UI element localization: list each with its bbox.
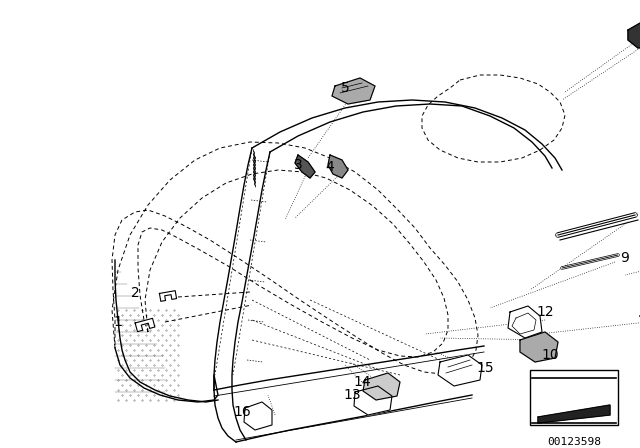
- Polygon shape: [538, 405, 610, 423]
- Text: 4: 4: [326, 160, 334, 174]
- Text: 2: 2: [131, 286, 140, 300]
- Polygon shape: [520, 332, 558, 362]
- Polygon shape: [295, 155, 315, 178]
- Text: 9: 9: [621, 251, 629, 265]
- Polygon shape: [332, 78, 375, 104]
- Polygon shape: [244, 402, 272, 430]
- Polygon shape: [159, 291, 177, 302]
- Polygon shape: [354, 386, 392, 415]
- Bar: [530, 370, 618, 425]
- Text: 16: 16: [233, 405, 251, 419]
- Polygon shape: [328, 155, 348, 178]
- Polygon shape: [438, 355, 482, 386]
- Text: 00123598: 00123598: [547, 437, 601, 447]
- Text: 1: 1: [113, 315, 122, 329]
- Polygon shape: [363, 373, 400, 400]
- Text: 12: 12: [536, 305, 554, 319]
- Text: 5: 5: [340, 81, 349, 95]
- Text: 15: 15: [476, 361, 494, 375]
- Polygon shape: [628, 22, 640, 48]
- Text: 10: 10: [541, 348, 559, 362]
- Text: 3: 3: [294, 158, 302, 172]
- Polygon shape: [508, 306, 542, 338]
- Polygon shape: [135, 319, 155, 332]
- Text: 13: 13: [343, 388, 361, 402]
- Text: 14: 14: [353, 375, 371, 389]
